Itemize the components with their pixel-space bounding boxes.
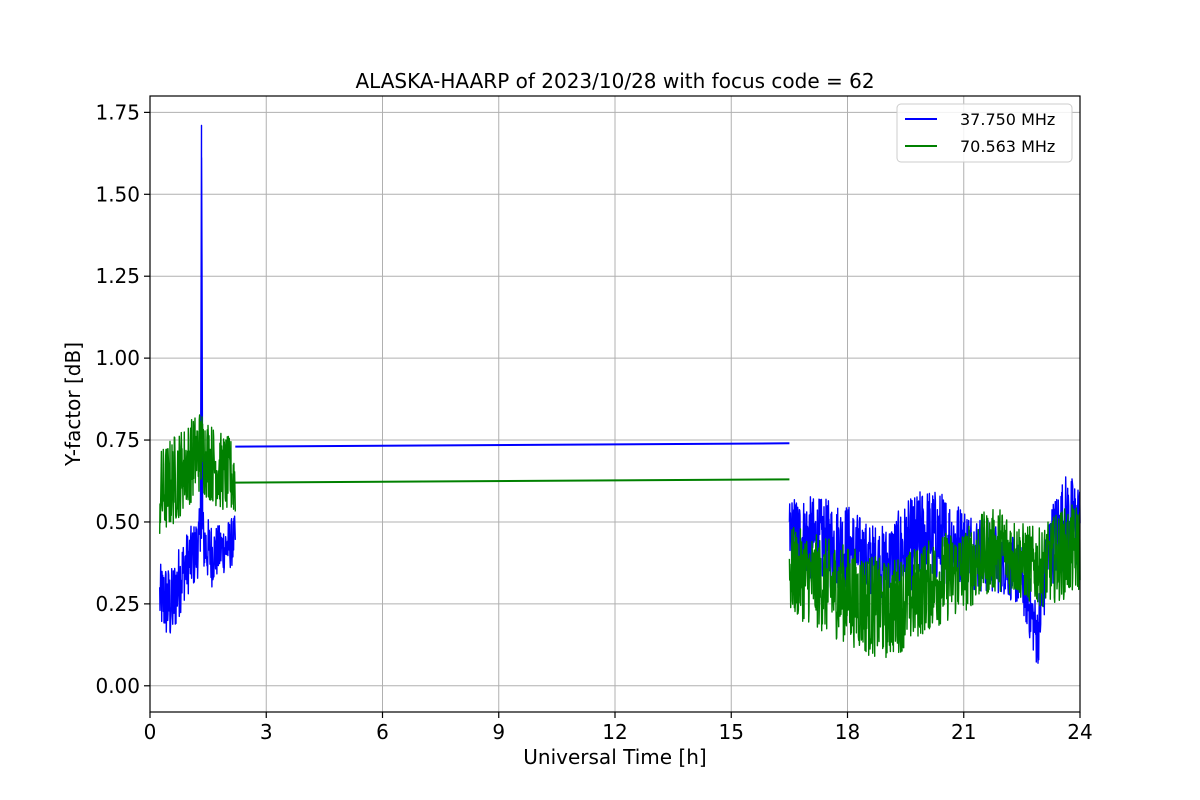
series-1-segment-0 [159, 414, 236, 534]
x-tick-label: 24 [1067, 720, 1092, 744]
legend-label-37750: 37.750 MHz [960, 110, 1055, 129]
legend-box [896, 103, 1073, 163]
y-tick-label: 0.00 [95, 674, 140, 698]
x-tick-label: 9 [492, 720, 505, 744]
x-tick-label: 3 [260, 720, 273, 744]
x-tick-label: 12 [602, 720, 627, 744]
legend-label-70563: 70.563 MHz [960, 137, 1055, 156]
y-tick-label: 1.25 [95, 264, 140, 288]
y-tick-label: 1.75 [95, 100, 140, 124]
y-tick-label: 0.25 [95, 592, 140, 616]
x-tick-label: 6 [376, 720, 389, 744]
series-0-segment-1 [235, 442, 790, 448]
series-1 [159, 414, 1081, 659]
y-tick-label: 0.50 [95, 510, 140, 534]
y-tick-label: 1.00 [95, 346, 140, 370]
y-axis-label: Y-factor [dB] [61, 342, 85, 467]
x-tick-label: 18 [835, 720, 860, 744]
y-tick-label: 0.75 [95, 428, 140, 452]
x-axis-label: Universal Time [h] [523, 745, 706, 769]
chart-title: ALASKA-HAARP of 2023/10/28 with focus co… [355, 69, 874, 93]
y-axis: 0.00 0.25 0.50 0.75 1.00 1.25 1.50 1.75 [95, 100, 150, 698]
x-tick-label: 0 [144, 720, 157, 744]
series-1-segment-1 [235, 478, 790, 484]
series-layer [159, 124, 1081, 664]
x-tick-label: 15 [719, 720, 744, 744]
x-tick-label: 21 [951, 720, 976, 744]
series-0 [159, 124, 1081, 664]
series-1-segment-2 [788, 504, 1081, 659]
series-0-segment-0 [159, 124, 236, 634]
y-tick-label: 1.50 [95, 182, 140, 206]
legend: 37.750 MHz 70.563 MHz [896, 103, 1073, 163]
x-axis: 0 3 6 9 12 15 18 21 24 [144, 712, 1093, 744]
series-0-segment-2 [788, 476, 1081, 664]
